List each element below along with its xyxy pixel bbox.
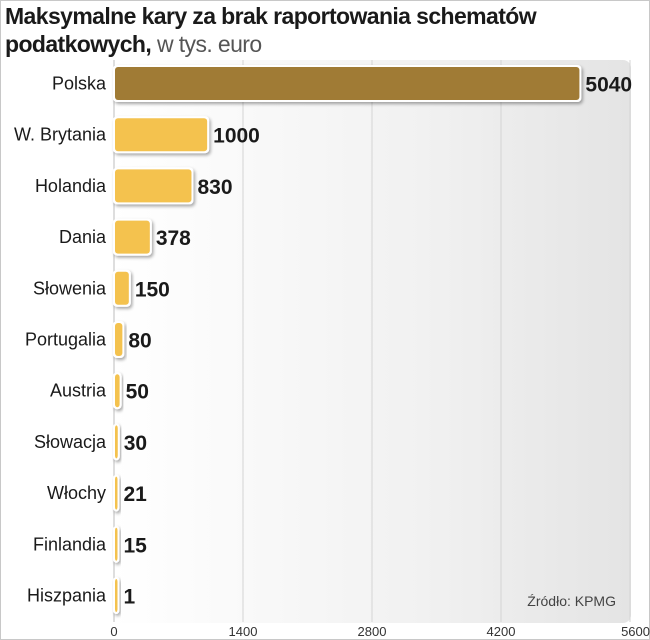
x-tick-label: 1400 xyxy=(229,624,258,639)
value-label: 21 xyxy=(124,483,148,506)
bar xyxy=(115,323,123,356)
x-tick-label: 2800 xyxy=(358,624,387,639)
value-label: 1000 xyxy=(213,125,260,148)
bar xyxy=(115,579,118,612)
category-label: Słowenia xyxy=(33,278,107,298)
x-tick-label: 4200 xyxy=(487,624,516,639)
category-label: Austria xyxy=(50,381,107,401)
chart-subtitle: w tys. euro xyxy=(156,31,262,57)
x-axis-ticks: 0 1400 2800 4200 5600 xyxy=(110,624,650,639)
bar xyxy=(115,67,580,100)
bar xyxy=(115,527,118,561)
bar xyxy=(115,169,192,203)
value-label: 1 xyxy=(124,586,136,609)
bars xyxy=(113,65,582,614)
x-tick-label: 5600 xyxy=(621,624,650,639)
category-label: Dania xyxy=(59,227,107,247)
source-note: Źródło: KPMG xyxy=(527,593,616,609)
value-label: 5040 xyxy=(585,74,632,97)
value-label: 15 xyxy=(124,534,148,557)
category-label: Polska xyxy=(52,74,107,94)
value-label: 378 xyxy=(156,227,191,250)
bar xyxy=(115,425,118,459)
bar xyxy=(115,220,150,254)
value-label: 830 xyxy=(197,176,232,199)
category-label: Portugalia xyxy=(25,330,107,350)
category-label: Hiszpania xyxy=(27,586,107,606)
value-label: 30 xyxy=(124,432,147,455)
value-label: 50 xyxy=(126,381,149,404)
chart-title: Maksymalne kary za brak raportowania sch… xyxy=(5,3,537,57)
bar xyxy=(115,271,129,305)
labels: Polska 5040 W. Brytania 1000 Holandia 830 Dani… xyxy=(14,74,632,609)
chart-title-block: Maksymalne kary za brak raportowania sch… xyxy=(5,2,645,58)
category-label: Finlandia xyxy=(33,534,107,554)
x-tick-label: 0 xyxy=(110,624,117,639)
bar xyxy=(115,118,208,152)
bar xyxy=(115,476,118,510)
category-label: Włochy xyxy=(47,483,106,503)
value-label: 80 xyxy=(128,330,151,353)
value-label: 150 xyxy=(135,278,170,301)
category-label: Holandia xyxy=(35,176,107,196)
category-label: Słowacja xyxy=(34,432,107,452)
bar xyxy=(115,374,120,408)
category-label: W. Brytania xyxy=(14,125,107,145)
